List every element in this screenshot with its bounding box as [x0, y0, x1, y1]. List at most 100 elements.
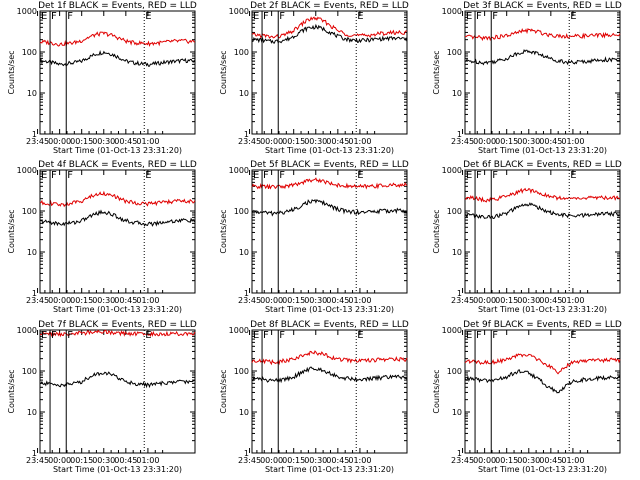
x-tick-label: 00:30: [92, 296, 115, 305]
lld-series-line: [464, 187, 621, 203]
y-tick-label: 100: [22, 367, 37, 376]
y-tick-label: 1000: [17, 166, 37, 175]
y-axis-label: Counts/sec: [219, 50, 228, 94]
lld-series-line: [39, 31, 196, 48]
x-tick-label: 00:45: [539, 296, 562, 305]
time-marker-label: F: [263, 330, 269, 341]
time-marker-label: F: [476, 330, 482, 341]
y-tick-label: 1: [457, 289, 462, 298]
x-tick-label: 01:00: [561, 456, 584, 465]
time-marker-label: E: [570, 170, 576, 181]
x-tick-label: 00:15: [70, 296, 93, 305]
time-marker-label: E: [570, 330, 576, 341]
lld-series-line: [464, 353, 621, 375]
y-axis-label: Counts/sec: [7, 209, 16, 253]
y-tick-label: 100: [447, 48, 462, 57]
x-tick-label: 01:00: [561, 137, 584, 146]
x-tick-label: 01:00: [136, 296, 159, 305]
time-marker-label: E: [253, 330, 259, 341]
y-axis-label: Counts/sec: [219, 369, 228, 413]
time-marker-label: E: [570, 11, 576, 22]
x-tick-label: 00:45: [114, 456, 137, 465]
y-tick-label: 1: [244, 289, 249, 298]
detector-panel-5: Det 5f BLACK = Events, RED = LLD 1 10 100 10…: [219, 160, 409, 314]
x-tick-label: 00:30: [517, 296, 540, 305]
x-tick-label: 00:30: [92, 137, 115, 146]
x-tick-label: 00:00: [473, 137, 496, 146]
y-tick-label: 1000: [229, 326, 249, 335]
x-tick-label: 00:45: [539, 456, 562, 465]
y-tick-label: 10: [27, 248, 37, 257]
x-axis-label: Start Time (01-Oct-13 23:31:20): [478, 305, 607, 314]
time-marker-label: E: [41, 330, 47, 341]
time-marker-label: E: [253, 170, 259, 181]
time-marker-label: E: [466, 170, 472, 181]
detector-panel-6: Det 6f BLACK = Events, RED = LLD 1 10 100 10…: [432, 160, 622, 314]
x-tick-label: 00:00: [48, 137, 71, 146]
y-tick-label: 100: [234, 367, 249, 376]
time-marker-label: F: [51, 11, 57, 22]
lld-series-line: [251, 177, 408, 190]
panel-title: Det 5f BLACK = Events, RED = LLD: [250, 160, 409, 170]
time-marker-label: E: [41, 11, 47, 22]
events-series-line: [251, 366, 408, 384]
x-tick-label: 00:15: [282, 296, 305, 305]
events-series-line: [464, 369, 621, 394]
time-marker-label: E: [466, 330, 472, 341]
x-axis-label: Start Time (01-Oct-13 23:31:20): [478, 146, 607, 155]
y-tick-label: 100: [447, 207, 462, 216]
x-tick-label: 23:45: [26, 296, 49, 305]
time-marker-label: F: [492, 330, 498, 341]
panel-title: Det 9f BLACK = Events, RED = LLD: [463, 320, 622, 330]
x-tick-label: 00:30: [304, 296, 327, 305]
x-tick-label: 23:45: [451, 137, 474, 146]
time-marker-label: F: [492, 11, 498, 22]
x-tick-label: 00:30: [304, 137, 327, 146]
x-tick-label: 01:00: [348, 137, 371, 146]
detector-panel-4: Det 4f BLACK = Events, RED = LLD 1 10 100 10…: [7, 160, 197, 314]
x-axis-label: Start Time (01-Oct-13 23:31:20): [478, 465, 607, 474]
x-tick-label: 00:45: [326, 137, 349, 146]
time-marker-label: F: [476, 11, 482, 22]
time-marker-label: F: [67, 330, 73, 341]
y-tick-label: 100: [234, 207, 249, 216]
y-tick-label: 100: [22, 48, 37, 57]
x-tick-label: 01:00: [136, 137, 159, 146]
x-tick-label: 01:00: [348, 456, 371, 465]
x-axis-label: Start Time (01-Oct-13 23:31:20): [265, 465, 394, 474]
detector-panel-3: Det 3f BLACK = Events, RED = LLD 1 10 100 10…: [432, 1, 622, 155]
x-tick-label: 23:45: [26, 137, 49, 146]
y-axis-label: Counts/sec: [432, 369, 441, 413]
time-marker-label: F: [492, 170, 498, 181]
time-marker-label: E: [466, 11, 472, 22]
x-tick-label: 00:30: [304, 456, 327, 465]
x-axis-label: Start Time (01-Oct-13 23:31:20): [53, 305, 182, 314]
plot-frame: [39, 169, 196, 294]
y-tick-label: 1000: [442, 166, 462, 175]
x-tick-label: 00:00: [473, 296, 496, 305]
panel-title: Det 3f BLACK = Events, RED = LLD: [463, 1, 622, 11]
x-tick-label: 00:15: [495, 137, 518, 146]
y-tick-label: 100: [447, 367, 462, 376]
y-tick-label: 1: [32, 130, 37, 139]
x-tick-label: 00:30: [517, 137, 540, 146]
x-axis-label: Start Time (01-Oct-13 23:31:20): [265, 146, 394, 155]
y-tick-label: 1000: [17, 7, 37, 16]
panel-title: Det 8f BLACK = Events, RED = LLD: [250, 320, 409, 330]
time-marker-label: E: [145, 170, 151, 181]
x-tick-label: 23:45: [451, 296, 474, 305]
plot-frame: [464, 169, 621, 294]
x-tick-label: 00:15: [495, 296, 518, 305]
x-tick-label: 23:45: [238, 296, 261, 305]
panel-title: Det 7f BLACK = Events, RED = LLD: [38, 320, 197, 330]
x-tick-label: 01:00: [561, 296, 584, 305]
x-tick-label: 00:00: [48, 296, 71, 305]
x-tick-label: 23:45: [238, 456, 261, 465]
x-tick-label: 00:15: [282, 456, 305, 465]
detector-panel-8: Det 8f BLACK = Events, RED = LLD 1 10 100 10…: [219, 320, 409, 474]
detector-panel-9: Det 9f BLACK = Events, RED = LLD 1 10 100 10…: [432, 320, 622, 474]
x-tick-label: 00:15: [495, 456, 518, 465]
x-tick-label: 00:00: [48, 456, 71, 465]
time-marker-label: F: [476, 170, 482, 181]
y-tick-label: 1000: [442, 7, 462, 16]
